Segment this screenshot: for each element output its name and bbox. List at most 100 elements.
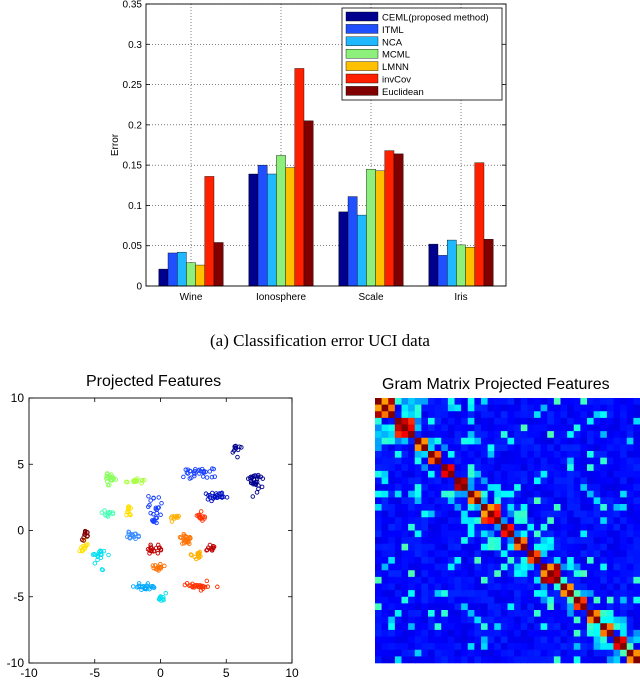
heatmap-cell xyxy=(428,431,435,439)
heatmap-cell xyxy=(487,616,495,624)
scatter-point xyxy=(230,450,236,455)
heatmap-cell xyxy=(593,470,601,478)
heatmap-cell xyxy=(428,490,435,498)
heatmap-cell xyxy=(428,636,435,644)
heatmap-cell xyxy=(414,457,422,465)
heatmap-cell xyxy=(408,603,416,611)
heatmap-cell xyxy=(514,530,522,538)
heatmap-cell xyxy=(613,504,621,511)
heatmap-cell xyxy=(494,649,502,657)
heatmap-cell xyxy=(606,636,614,644)
heatmap-cell xyxy=(547,484,555,492)
heatmap-cell xyxy=(507,457,515,465)
heatmap-cell xyxy=(394,490,402,498)
heatmap-cell xyxy=(394,411,402,419)
scatter-point xyxy=(92,561,98,566)
heatmap-cell xyxy=(474,451,482,458)
heatmap-cell xyxy=(467,643,475,651)
scatter-point xyxy=(207,493,213,498)
heatmap-cell xyxy=(401,477,409,485)
heatmap-cell xyxy=(441,464,449,472)
heatmap-cell xyxy=(421,550,429,558)
heatmap-cell xyxy=(454,504,462,511)
heatmap-cell xyxy=(520,457,528,465)
heatmap-cell xyxy=(613,404,621,412)
heatmap-cell xyxy=(428,444,435,452)
heatmap-cell xyxy=(421,470,429,478)
heatmap-cell xyxy=(474,537,482,545)
heatmap-cell xyxy=(600,477,608,485)
heatmap-cell xyxy=(600,444,608,452)
legend-swatch xyxy=(345,11,379,22)
scatter-point xyxy=(146,494,151,499)
heatmap-cell xyxy=(414,543,422,551)
heatmap-cell xyxy=(454,523,462,531)
heatmap-cell xyxy=(494,510,502,518)
heatmap-cell xyxy=(500,444,508,452)
legend-swatch xyxy=(345,86,379,96)
heatmap-cell xyxy=(487,457,495,465)
heatmap-cell xyxy=(481,570,488,578)
heatmap-cell xyxy=(461,477,469,485)
heatmap-cell xyxy=(633,464,640,472)
heatmap-cell xyxy=(494,490,502,498)
scatter-ytick-label: 10 xyxy=(11,391,25,405)
heatmap-cell xyxy=(540,583,548,591)
heatmap-cell xyxy=(560,464,568,472)
heatmap-cell xyxy=(447,517,455,525)
heatmap-cell xyxy=(573,424,581,432)
heatmap-cell xyxy=(461,649,469,657)
heatmap-cell xyxy=(540,411,548,419)
heatmap-cell xyxy=(481,523,488,531)
heatmap-cell xyxy=(593,623,601,631)
scatter-point xyxy=(106,552,111,558)
heatmap-cell xyxy=(507,629,515,637)
heatmap-cell xyxy=(467,543,475,551)
heatmap-cell xyxy=(481,616,488,624)
heatmap-cell xyxy=(613,649,621,657)
heatmap-cell xyxy=(534,530,541,538)
heatmap-cell xyxy=(401,517,409,525)
scatter-point xyxy=(136,533,141,539)
scatter-point xyxy=(192,468,198,474)
heatmap-cell xyxy=(567,523,575,531)
heatmap-cell xyxy=(620,636,628,644)
heatmap-cell xyxy=(494,576,502,584)
heatmap-cell xyxy=(613,643,621,651)
heatmap-cell xyxy=(467,570,475,578)
heatmap-cell xyxy=(494,504,502,511)
heatmap-cell xyxy=(414,649,422,657)
heatmap-cell xyxy=(447,649,455,657)
heatmap-cell xyxy=(580,550,588,558)
heatmap-cell xyxy=(421,603,429,611)
scatter-point xyxy=(200,583,205,589)
heatmap-cell xyxy=(381,451,389,458)
heatmap-cell xyxy=(606,504,614,511)
heatmap-cell xyxy=(494,464,502,472)
heatmap-cell xyxy=(421,543,429,551)
scatter-point xyxy=(105,482,111,488)
heatmap-cell xyxy=(474,490,482,498)
heatmap-cell xyxy=(613,411,621,419)
heatmap-cell xyxy=(487,444,495,452)
heatmap-cell xyxy=(461,583,469,591)
heatmap-cell xyxy=(454,537,462,545)
heatmap-cell xyxy=(547,616,555,624)
heatmap-cell xyxy=(606,444,614,452)
scatter-point xyxy=(99,567,105,572)
heatmap-cell xyxy=(626,457,634,465)
heatmap-cell xyxy=(553,398,561,405)
heatmap-cell xyxy=(481,550,488,558)
heatmap-cell xyxy=(553,504,561,511)
heatmap-cell xyxy=(514,550,522,558)
heatmap-cell xyxy=(500,649,508,657)
heatmap-cell xyxy=(388,424,396,432)
heatmap-cell xyxy=(527,484,535,492)
heatmap-cell xyxy=(401,543,409,551)
scatter-point xyxy=(82,537,87,542)
heatmap-cell xyxy=(613,398,621,405)
heatmap-cell xyxy=(613,470,621,478)
heatmap-cell xyxy=(474,656,482,664)
heatmap-cell xyxy=(428,570,435,578)
heatmap-cell xyxy=(494,484,502,492)
